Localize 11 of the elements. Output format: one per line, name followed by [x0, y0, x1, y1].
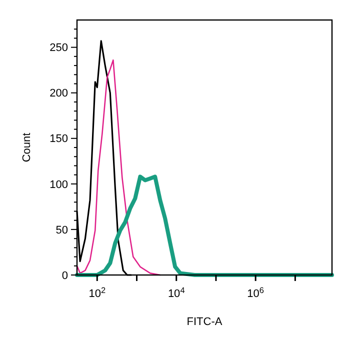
- y-tick-label: 250: [50, 42, 68, 54]
- y-tick-label: 50: [56, 224, 68, 236]
- x-tick-label: 10$^{2}$: [88, 286, 106, 300]
- y-axis-title: Count: [21, 132, 33, 162]
- y-tick-label: 150: [50, 133, 68, 146]
- x-tick-label: 10$^{4}$: [168, 286, 186, 300]
- y-tick-label: 100: [50, 178, 68, 191]
- x-tick-label: 10$^{6}$: [247, 286, 264, 300]
- y-tick-label: 0: [62, 270, 68, 282]
- y-tick-label: 200: [50, 88, 68, 100]
- x-axis-title: FITC-A: [186, 316, 223, 328]
